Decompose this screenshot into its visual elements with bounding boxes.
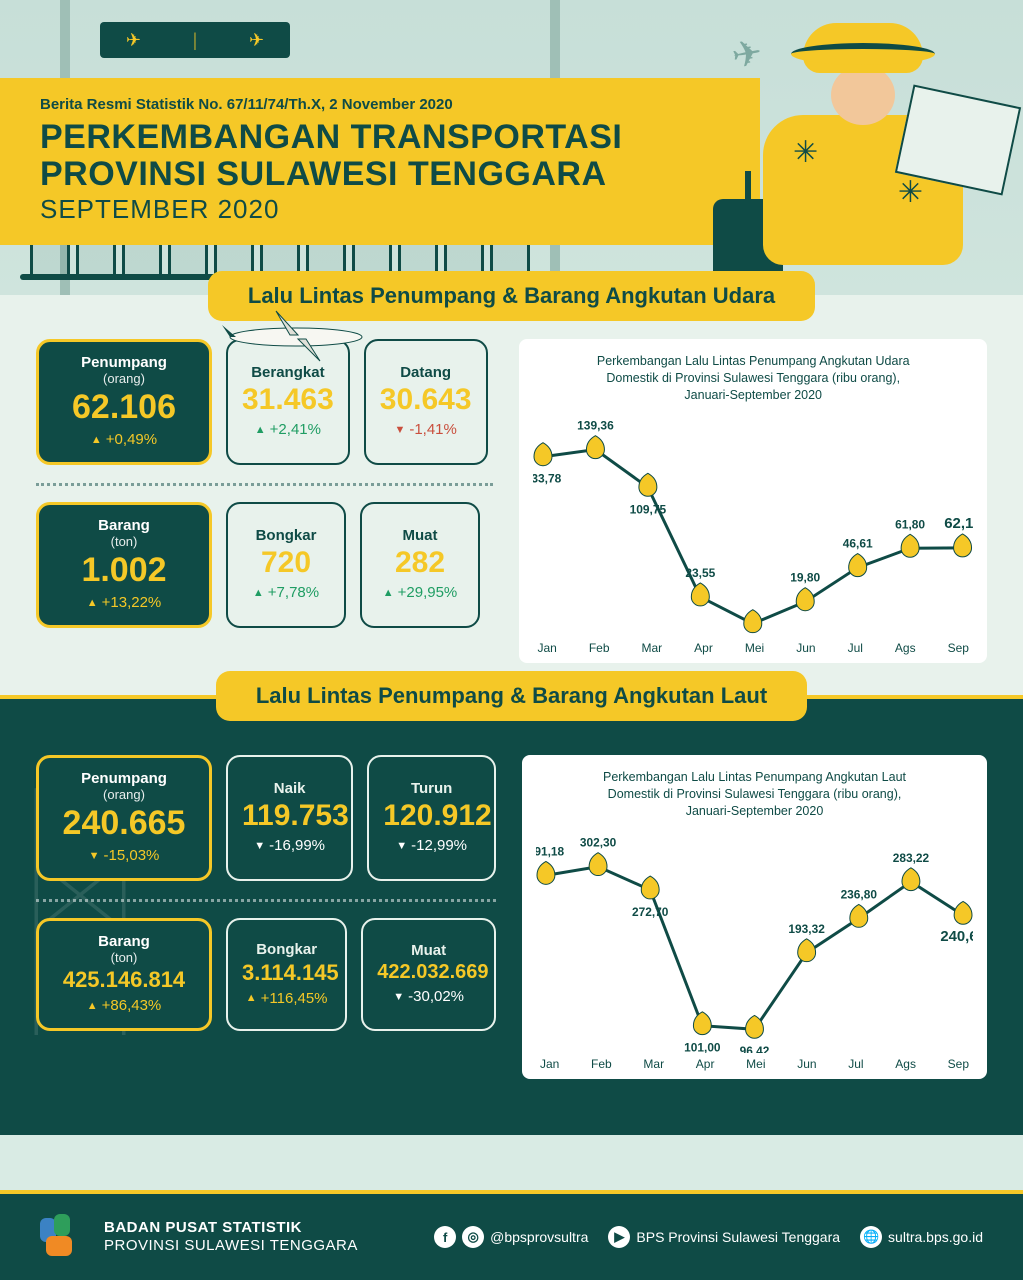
social-web: 🌐 sultra.bps.go.id: [860, 1226, 983, 1248]
svg-text:61,80: 61,80: [896, 517, 926, 531]
air-unload-tile: Bongkar 720 +7,78%: [226, 502, 346, 628]
airport-signboard: ✈|✈: [100, 22, 290, 58]
social-facebook-instagram: f ◎ @bpsprovsultra: [434, 1226, 588, 1248]
youtube-icon: ▶: [608, 1226, 630, 1248]
air-line-chart: 133,78139,36109,7523,552,5219,8046,6161,…: [533, 412, 973, 637]
sea-heading: Lalu Lintas Penumpang & Barang Angkutan …: [216, 671, 807, 721]
air-chart-card: Perkembangan Lalu Lintas Penumpang Angku…: [519, 339, 987, 663]
airplane-icon: [216, 305, 416, 371]
globe-icon: 🌐: [860, 1226, 882, 1248]
svg-text:272,70: 272,70: [632, 904, 669, 918]
svg-text:236,80: 236,80: [841, 887, 878, 901]
svg-text:23,55: 23,55: [686, 566, 716, 580]
air-cargo-tile: Barang (ton) 1.002 +13,22%: [36, 502, 212, 628]
tourist-illustration: [723, 5, 1003, 295]
svg-text:101,00: 101,00: [684, 1040, 721, 1052]
svg-text:19,80: 19,80: [791, 570, 821, 584]
svg-text:283,22: 283,22: [893, 850, 930, 864]
sea-line-chart: 291,18 302,30 272,70 101,00 96,42 193,32 236,8…: [536, 828, 973, 1053]
sea-disembark-tile: Turun 120.912 -12,99%: [367, 755, 496, 881]
footer: BADAN PUSAT STATISTIK PROVINSI SULAWESI …: [0, 1190, 1023, 1280]
sea-passengers-tile: Penumpang (orang) 240.665 -15,03%: [36, 755, 212, 881]
air-load-tile: Muat 282 +29,95%: [360, 502, 480, 628]
sea-section: Lalu Lintas Penumpang & Barang Angkutan …: [0, 695, 1023, 1135]
org-name: BADAN PUSAT STATISTIK PROVINSI SULAWESI …: [104, 1219, 358, 1255]
sea-load-tile: Muat 422.032.669 -30,02%: [361, 918, 496, 1031]
sea-embark-tile: Naik 119.753 -16,99%: [226, 755, 353, 881]
social-youtube: ▶ BPS Provinsi Sulawesi Tenggara: [608, 1226, 840, 1248]
svg-text:240,67: 240,67: [940, 929, 973, 945]
air-chart-xaxis: JanFebMarAprMeiJunJulAgsSep: [533, 637, 973, 655]
title-banner: Berita Resmi Statistik No. 67/11/74/Th.X…: [0, 78, 760, 245]
svg-text:133,78: 133,78: [533, 471, 562, 485]
sea-chart-card: Perkembangan Lalu Lintas Penumpang Angku…: [522, 755, 987, 1079]
hero-illustration: ✈|✈ ✈ Berita Resmi Statistik No. 67/11/7…: [0, 0, 1023, 295]
sea-chart-xaxis: JanFebMarAprMeiJunJulAgsSep: [536, 1053, 973, 1071]
air-passengers-tile: Penumpang (orang) 62.106 +0,49%: [36, 339, 212, 465]
svg-text:193,32: 193,32: [788, 921, 825, 935]
air-section: Lalu Lintas Penumpang & Barang Angkutan …: [0, 295, 1023, 695]
sea-unload-tile: Bongkar 3.114.145 +116,45%: [226, 918, 347, 1031]
svg-text:302,30: 302,30: [580, 835, 617, 849]
svg-text:139,36: 139,36: [578, 418, 615, 432]
bps-logo-icon: [40, 1214, 86, 1260]
period: SEPTEMBER 2020: [40, 194, 720, 225]
svg-text:62,11: 62,11: [945, 515, 973, 532]
facebook-icon: f: [434, 1226, 456, 1248]
svg-text:46,61: 46,61: [843, 536, 873, 550]
main-title: PERKEMBANGAN TRANSPORTASI PROVINSI SULAW…: [40, 119, 720, 192]
svg-text:96,42: 96,42: [740, 1044, 770, 1053]
instagram-icon: ◎: [462, 1226, 484, 1248]
sea-cargo-tile: Barang (ton) 425.146.814 +86,43%: [36, 918, 212, 1031]
svg-text:109,75: 109,75: [630, 502, 667, 516]
svg-text:291,18: 291,18: [536, 844, 565, 858]
publication-line: Berita Resmi Statistik No. 67/11/74/Th.X…: [40, 96, 720, 113]
